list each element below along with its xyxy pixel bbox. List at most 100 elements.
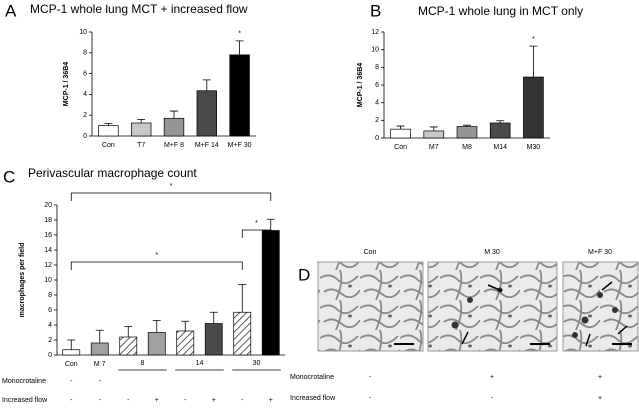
error-bar — [170, 110, 178, 119]
image-label: M 30 — [484, 249, 500, 256]
row-mark: - — [241, 397, 244, 404]
y-tick-label: 4 — [83, 91, 87, 98]
error-bar — [463, 124, 471, 127]
chart-title: Perivascular macrophage count — [28, 166, 197, 180]
row-mark: + — [155, 397, 159, 404]
x-tick-label: M8 — [462, 144, 472, 151]
image-label: M+F 30 — [588, 249, 612, 256]
row-mark: - — [70, 378, 73, 385]
bar — [229, 54, 250, 137]
y-tick-label: 10 — [44, 277, 52, 284]
error-bar — [181, 320, 190, 331]
x-tick-label: M 7 — [94, 361, 106, 368]
x-tick-label: M30 — [527, 144, 541, 151]
bar — [147, 332, 166, 356]
row-mark: - — [369, 395, 372, 402]
y-tick-label: 8 — [48, 292, 52, 299]
y-tick-label: 0 — [48, 352, 52, 359]
row-label: Increased flow — [290, 395, 336, 402]
y-tick-label: 2 — [48, 337, 52, 344]
row-mark: - — [99, 378, 102, 385]
error-bar — [152, 320, 161, 333]
error-bar — [496, 120, 505, 123]
error-bar — [67, 339, 76, 350]
x-tick-label: M14 — [493, 144, 507, 151]
significance-bracket — [70, 192, 272, 201]
row-mark: - — [70, 397, 73, 404]
bar — [196, 90, 217, 137]
error-bar — [104, 123, 113, 126]
y-tick-label: 2 — [375, 117, 379, 124]
y-axis-label: MCP-1 / 36B4 — [357, 63, 364, 107]
x-tick-label: Con — [394, 144, 407, 151]
significance: * — [238, 31, 241, 38]
row-mark: + — [490, 374, 494, 381]
row-mark: - — [369, 374, 372, 381]
x-tick-label: Con — [65, 361, 78, 368]
bar — [90, 342, 109, 356]
error-bar — [202, 79, 211, 91]
error-bar — [209, 311, 218, 324]
chart-title: MCP-1 whole lung in MCT only — [418, 4, 583, 18]
bar — [423, 130, 445, 139]
y-tick-label: 20 — [44, 202, 52, 209]
group-label: 14 — [196, 360, 204, 367]
micrographs — [317, 261, 639, 352]
x-tick-label: T7 — [137, 142, 145, 149]
micrograph — [427, 261, 558, 352]
bar — [204, 323, 223, 356]
row-mark: + — [598, 374, 602, 381]
y-tick-label: 14 — [44, 247, 52, 254]
y-tick-label: 6 — [48, 307, 52, 314]
y-tick-label: 10 — [371, 47, 379, 54]
error-bar — [124, 326, 133, 337]
row-label: Monocrotaline — [290, 374, 334, 381]
y-axis-label: MCP-1 / 36B4 — [63, 62, 70, 106]
group-label: 30 — [253, 360, 261, 367]
panel-label: D — [298, 265, 310, 284]
y-tick-label: 8 — [83, 50, 87, 57]
y-tick-label: 12 — [371, 29, 379, 36]
x-tick-label: M7 — [429, 144, 439, 151]
x-tick-label: Con — [102, 142, 115, 149]
row-label: Monocrotaline — [2, 378, 46, 385]
y-tick-label: 0 — [375, 135, 379, 142]
y-tick-label: 0 — [83, 133, 87, 140]
x-tick-label: M+F 8 — [164, 142, 184, 149]
error-bar — [235, 40, 244, 55]
row-mark: - — [184, 397, 187, 404]
bar — [98, 125, 119, 137]
group-label: 8 — [141, 360, 145, 367]
row-mark: - — [491, 395, 494, 402]
error-bar — [396, 125, 405, 130]
error-bar — [137, 118, 146, 123]
significance-bracket — [241, 229, 272, 238]
error-bar — [95, 329, 104, 343]
bar — [261, 230, 280, 356]
row-label: Increased flow — [2, 397, 48, 404]
y-tick-label: 2 — [83, 112, 87, 119]
y-tick-label: 18 — [44, 217, 52, 224]
error-bar — [266, 218, 275, 231]
row-mark: + — [598, 395, 602, 402]
row-mark: + — [269, 397, 273, 404]
significance: * — [255, 220, 258, 227]
y-axis-label: macrophages per field — [19, 243, 26, 318]
significance-bracket — [70, 261, 243, 270]
panel-label: C — [3, 167, 15, 186]
y-tick-label: 8 — [375, 64, 379, 71]
panel-label: B — [370, 1, 381, 20]
bar — [523, 76, 544, 139]
y-tick-label: 4 — [375, 100, 379, 107]
micrograph — [317, 261, 424, 352]
y-tick-label: 12 — [44, 262, 52, 269]
significance: * — [155, 252, 158, 259]
panel-label: A — [5, 1, 17, 20]
row-mark: - — [127, 397, 130, 404]
y-tick-label: 16 — [44, 232, 52, 239]
error-bar — [529, 45, 538, 78]
bar — [456, 126, 478, 139]
x-tick-label: M+F 30 — [228, 142, 252, 149]
